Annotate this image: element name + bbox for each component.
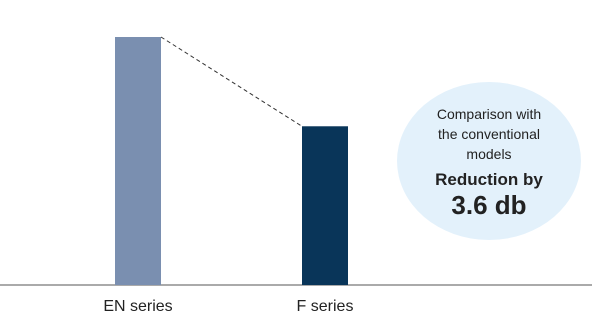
callout-reduction-label: Reduction by [435,169,543,189]
callout-text-line-2: the conventional [438,125,540,142]
reduction-callout: Comparison with the conventional models … [397,82,581,240]
reduction-dashed-line [160,36,303,127]
x-tick-label-en-series: EN series [103,298,172,315]
bar-f-series [302,126,348,285]
callout-reduction-value: 3.6 db [451,189,527,220]
bar-en-series [115,37,161,285]
callout-text-line-3: models [466,145,512,162]
x-tick-label-f-series: F series [297,298,354,315]
callout-text-line-1: Comparison with [436,105,542,122]
